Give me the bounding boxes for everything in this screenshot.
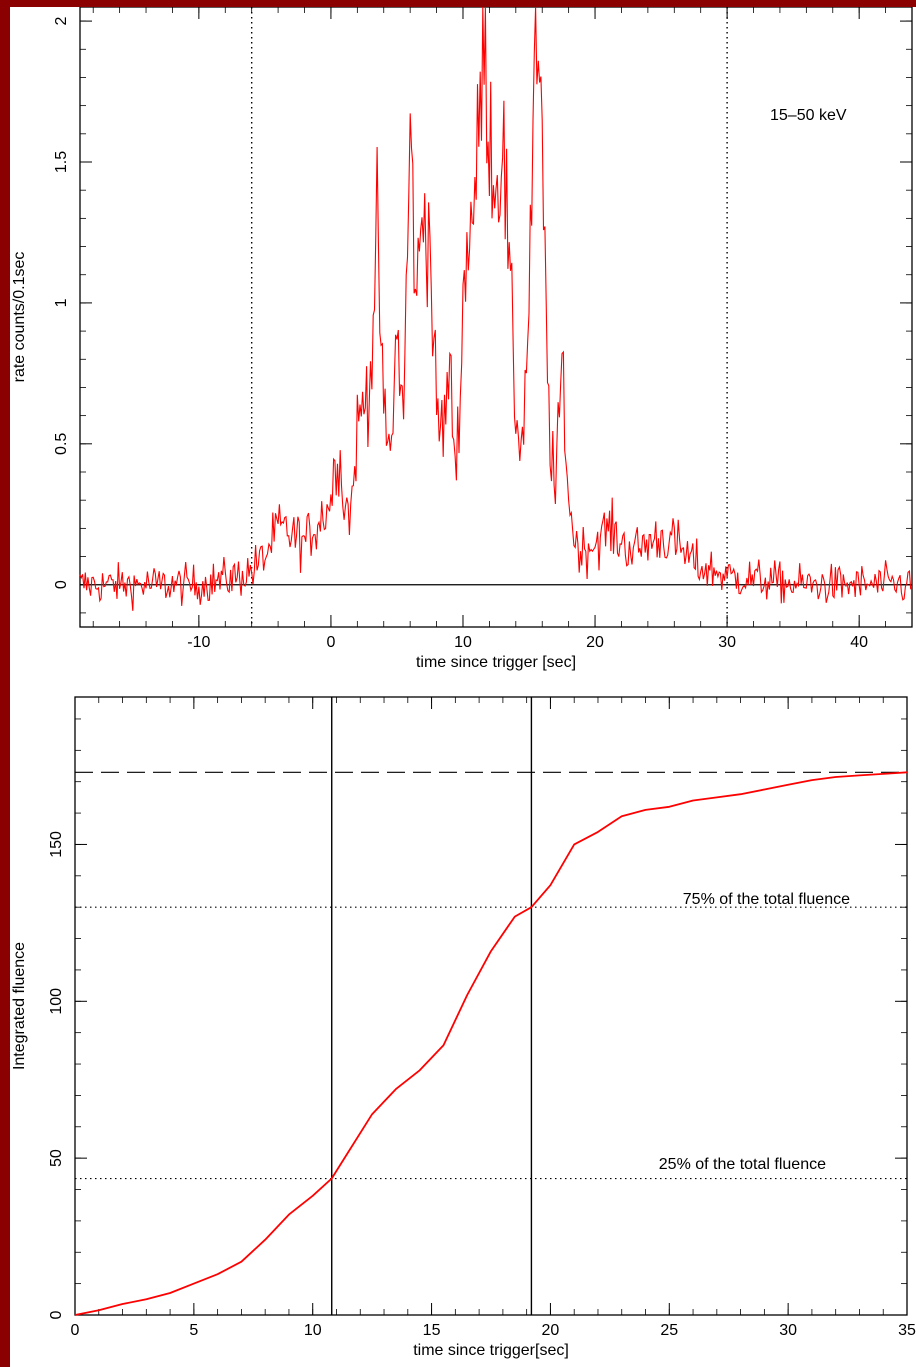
x-tick-label: 5 [189,1322,198,1339]
annotation-75-percent: 75% of the total fluence [683,891,850,908]
x-tick-label: 0 [326,634,335,651]
x-tick-label: 15 [423,1322,441,1339]
figure-canvas: -10 0 10 20 30 40 0 0.5 1 1.5 2 time since trigger … [11,7,916,1359]
annotation-25-percent: 25% of the total fluence [659,1156,826,1173]
y-tick-label: 0.5 [53,433,70,455]
chart-panel-2: 0 5 10 15 20 25 30 35 0 50 100 150 time since trigge… [11,696,916,1359]
y-tick-label: 1.5 [53,151,70,173]
x-tick-label: 30 [779,1322,797,1339]
y-tick-label: 50 [48,1149,65,1167]
x-axis: 0 5 10 15 20 25 30 35 [71,697,916,1339]
y-axis: 0 50 100 150 [48,718,907,1319]
x-axis-title: time since trigger[sec] [413,1342,569,1359]
y-axis: 0 0.5 1 1.5 2 [53,17,912,614]
x-tick-label: 20 [586,634,604,651]
x-tick-label: 20 [542,1322,560,1339]
chart-panel-1: -10 0 10 20 30 40 0 0.5 1 1.5 2 time since trigger … [11,7,913,671]
y-axis-title: rate counts/0.1sec [11,252,28,383]
x-axis-title: time since trigger [sec] [416,654,576,671]
y-axis-title: Integrated fluence [11,942,28,1070]
figure: -10 0 10 20 30 40 0 0.5 1 1.5 2 time since trigger … [10,7,916,1367]
x-tick-label: 10 [454,634,472,651]
y-tick-label: 1 [53,298,70,307]
x-tick-label: 30 [718,634,736,651]
plot-frame [74,696,908,1316]
energy-band-label: 15–50 keV [770,107,847,124]
x-tick-label: -10 [187,634,210,651]
y-tick-label: 2 [53,17,70,26]
x-tick-label: 10 [304,1322,322,1339]
x-axis: -10 0 10 20 30 40 [92,7,913,651]
light-curve-series [79,7,912,611]
y-tick-label: 100 [48,988,65,1015]
y-tick-label: 0 [53,580,70,589]
x-tick-label: 35 [898,1322,916,1339]
x-tick-label: 40 [850,634,868,651]
y-tick-label: 0 [48,1310,65,1319]
x-tick-label: 25 [660,1322,678,1339]
fluence-curve-series [74,771,908,1316]
plot-frame [79,7,913,628]
y-tick-label: 150 [48,831,65,858]
x-tick-label: 0 [71,1322,80,1339]
